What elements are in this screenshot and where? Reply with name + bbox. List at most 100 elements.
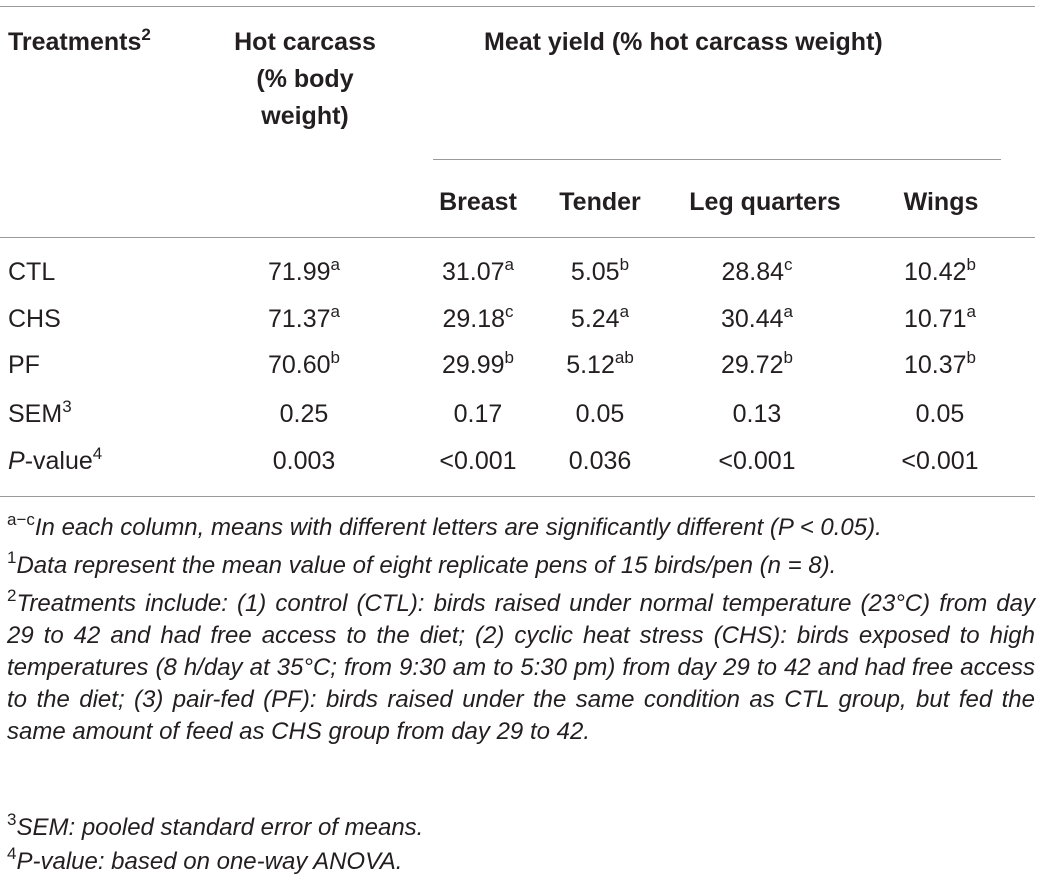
- table-bottom-rule: [0, 496, 1035, 497]
- cell-value: 5.05: [570, 258, 620, 286]
- cell-tender: 5.05b: [520, 254, 680, 287]
- footnote-3-mark: 3: [7, 810, 17, 829]
- footnote-3-text: SEM: pooled standard error of means.: [16, 814, 424, 841]
- cell-tender: 0.05: [520, 399, 680, 429]
- cell-value: 29.72: [720, 351, 784, 379]
- cell-leg-quarters: 29.72b: [677, 347, 837, 380]
- footnote-a-c-mark: a−c: [7, 510, 35, 529]
- row-label-italic: P: [8, 447, 25, 475]
- footnote-4-text: P-value: based on one-way ANOVA.: [16, 848, 403, 875]
- significance-letter: b: [504, 347, 515, 367]
- header-treatments-label: Treatments: [8, 28, 142, 56]
- footnote-1-text: Data represent the mean value of eight r…: [16, 552, 837, 579]
- significance-letter: b: [619, 254, 630, 274]
- row-label: CHS: [8, 304, 61, 334]
- row-label-text: -value: [24, 447, 93, 475]
- cell-tender: 0.036: [520, 446, 680, 476]
- cell-value: 28.84: [721, 258, 785, 286]
- cell-tender: 5.24a: [520, 301, 680, 334]
- row-label: CTL: [8, 257, 55, 287]
- header-meat-yield: Meat yield (% hot carcass weight): [484, 28, 883, 56]
- row-label-text: PF: [8, 351, 40, 379]
- footnote-1: 1Data represent the mean value of eight …: [7, 548, 1035, 582]
- cell-value: 31.07: [441, 258, 505, 286]
- footnote-4-mark: 4: [7, 844, 17, 863]
- cell-value: 29.99: [441, 351, 505, 379]
- significance-letter: b: [966, 254, 977, 274]
- cell-value: 5.24: [570, 305, 620, 333]
- cell-wings: 10.71a: [860, 301, 1020, 334]
- top-rule: [0, 6, 1035, 7]
- cell-leg-quarters: 30.44a: [677, 301, 837, 334]
- header-leg-quarters: Leg quarters: [689, 188, 841, 216]
- footnote-4: 4P-value: based on one-way ANOVA.: [7, 844, 1035, 878]
- row-label-sup: 3: [62, 396, 72, 416]
- cell-value: <0.001: [718, 447, 796, 475]
- cell-leg-quarters: 0.13: [677, 399, 837, 429]
- row-label-text: CHS: [8, 305, 61, 333]
- row-label: SEM3: [8, 396, 72, 429]
- footnote-a-c: a−cIn each column, means with different …: [7, 510, 1035, 544]
- cell-wings: 0.05: [860, 399, 1020, 429]
- header-treatments-sup: 2: [141, 24, 151, 44]
- footnote-2-mark: 2: [7, 586, 17, 605]
- significance-letter: a: [783, 301, 794, 321]
- header-tender: Tender: [559, 188, 641, 216]
- cell-hot-carcass: 71.37a: [224, 301, 384, 334]
- cell-value: 0.17: [453, 400, 503, 428]
- footnote-2-text: Treatments include: (1) control (CTL): b…: [7, 590, 1035, 745]
- significance-letter: ab: [614, 347, 634, 367]
- significance-letter: a: [619, 301, 630, 321]
- header-bottom-rule: [0, 237, 1035, 238]
- cell-tender: 5.12ab: [520, 347, 680, 380]
- cell-value: 10.42: [903, 258, 967, 286]
- significance-letter: c: [505, 301, 514, 321]
- cell-leg-quarters: <0.001: [677, 446, 837, 476]
- footnote-1-mark: 1: [7, 548, 17, 567]
- cell-value: 10.71: [903, 305, 967, 333]
- row-label: PF: [8, 350, 40, 380]
- cell-value: 71.37: [267, 305, 331, 333]
- cell-hot-carcass: 0.003: [224, 446, 384, 476]
- cell-value: 71.99: [267, 258, 331, 286]
- cell-leg-quarters: 28.84c: [677, 254, 837, 287]
- cell-value: <0.001: [439, 447, 517, 475]
- header-hot-carcass-line3: weight): [261, 102, 349, 130]
- cell-hot-carcass: 71.99a: [224, 254, 384, 287]
- significance-letter: a: [330, 301, 341, 321]
- row-label-text: CTL: [8, 258, 56, 286]
- cell-value: 0.13: [732, 400, 782, 428]
- cell-wings: <0.001: [860, 446, 1020, 476]
- cell-wings: 10.42b: [860, 254, 1020, 287]
- significance-letter: a: [330, 254, 341, 274]
- cell-value: 0.05: [575, 400, 625, 428]
- cell-breast: 31.07a: [398, 254, 558, 287]
- cell-value: 0.25: [279, 400, 329, 428]
- significance-letter: b: [966, 347, 977, 367]
- cell-value: 30.44: [720, 305, 784, 333]
- row-label: P-value4: [8, 445, 102, 476]
- header-treatments: Treatments2: [8, 24, 151, 61]
- row-label-text: SEM: [8, 400, 63, 428]
- significance-letter: b: [330, 347, 341, 367]
- cell-value: 29.18: [442, 305, 506, 333]
- significance-letter: c: [784, 254, 793, 274]
- cell-value: <0.001: [901, 447, 979, 475]
- header-wings: Wings: [903, 188, 979, 216]
- footnote-3: 3SEM: pooled standard error of means.: [7, 810, 1035, 844]
- significance-letter: a: [504, 254, 515, 274]
- cell-hot-carcass: 70.60b: [224, 347, 384, 380]
- significance-letter: a: [966, 301, 977, 321]
- cell-value: 0.036: [568, 447, 632, 475]
- cell-hot-carcass: 0.25: [224, 399, 384, 429]
- footnote-2: 2Treatments include: (1) control (CTL): …: [7, 586, 1035, 748]
- cell-breast: 0.17: [398, 399, 558, 429]
- cell-breast: <0.001: [398, 446, 558, 476]
- cell-value: 0.003: [272, 447, 336, 475]
- cell-value: 5.12: [566, 351, 615, 379]
- significance-letter: b: [783, 347, 794, 367]
- cell-breast: 29.99b: [398, 347, 558, 380]
- header-breast: Breast: [439, 188, 517, 216]
- header-hot-carcass: Hot carcass (% body weight): [200, 24, 410, 135]
